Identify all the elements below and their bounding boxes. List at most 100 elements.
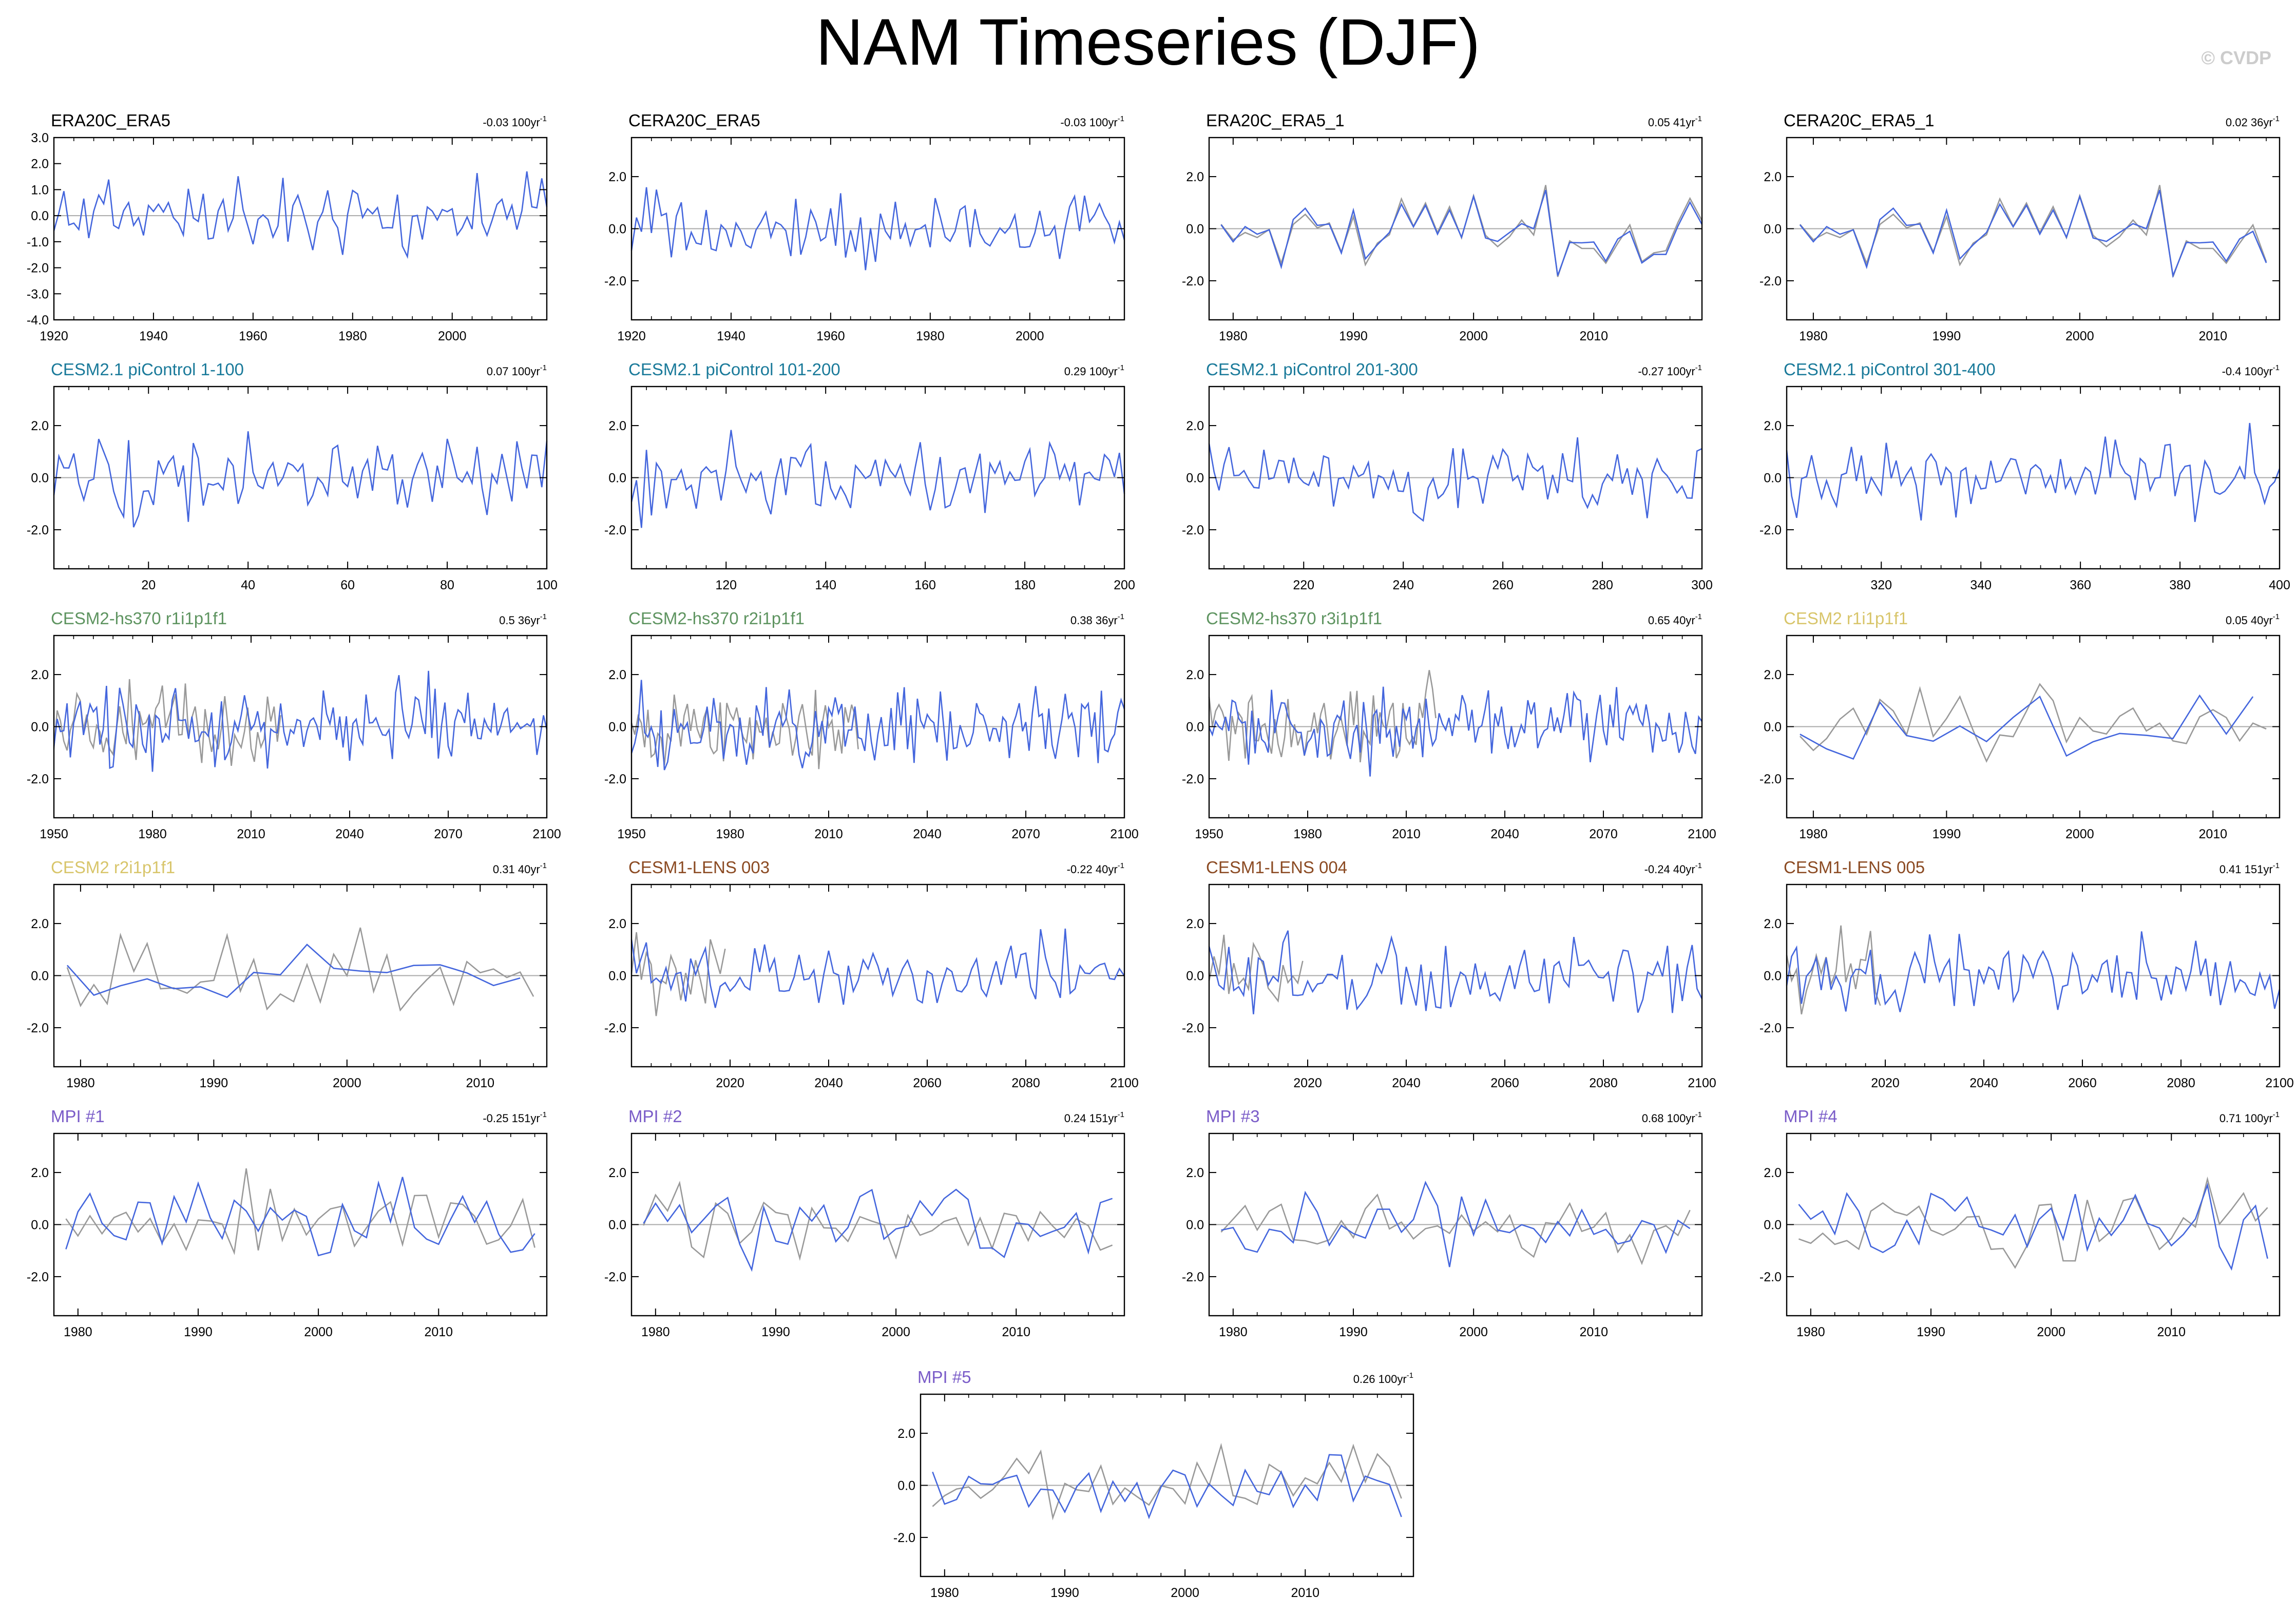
panel-trend: -0.03 100yr-1 [483, 114, 547, 129]
credit-label: © CVDP [2201, 47, 2271, 68]
y-tick-label: -2.0 [1759, 1021, 1782, 1035]
panel-19: MPI #3 0.68 100yr-1 -2.0 0.0 2.0 1980 1990 2000… [1182, 1107, 1703, 1339]
panel-title: MPI #3 [1206, 1107, 1260, 1126]
x-tick-label: 2070 [434, 827, 463, 841]
x-tick-label: 140 [815, 578, 836, 592]
panel-trend-unit-exponent: -1 [1695, 363, 1702, 372]
x-tick-label: 1990 [1050, 1586, 1079, 1600]
y-tick-label: 2.0 [1186, 419, 1204, 433]
x-tick-label: 120 [715, 578, 737, 592]
x-tick-label: 1980 [1293, 827, 1322, 841]
obs-series-line [643, 1181, 1113, 1261]
y-tick-label: 2.0 [608, 668, 626, 682]
obs-series-line [65, 1168, 535, 1256]
panel-17: MPI #1 -0.25 151yr-1 -2.0 0.0 2.0 1980 1990 200… [27, 1107, 548, 1339]
panel-trend-unit-exponent: -1 [1118, 612, 1124, 621]
model-series-line [630, 928, 1125, 1008]
y-tick-label: 2.0 [1186, 170, 1204, 184]
panel-trend: -0.24 40yr-1 [1644, 861, 1702, 876]
model-series-line [630, 680, 1125, 771]
panel-trend: 0.5 36yr-1 [499, 612, 547, 627]
obs-series-line [630, 689, 859, 769]
panel-trend-unit-exponent: -1 [1407, 1371, 1413, 1380]
model-series-line [53, 431, 548, 528]
y-tick-label: 0.0 [1186, 1218, 1204, 1233]
x-tick-label: 2010 [466, 1076, 494, 1090]
x-tick-label: 2010 [237, 827, 265, 841]
panel-trend: 0.38 36yr-1 [1070, 612, 1124, 627]
y-tick-label: 0.0 [1764, 969, 1782, 984]
y-tick-label: -2.0 [1182, 274, 1204, 288]
y-tick-label: -2.0 [1182, 1021, 1204, 1035]
x-tick-label: 2070 [1011, 827, 1040, 841]
panel-title: CESM1-LENS 004 [1206, 858, 1347, 877]
y-tick-label: 2.0 [1764, 1166, 1782, 1180]
panel-11: CESM2-hs370 r3i1p1f1 0.65 40yr-1 -2.0 0.0 2.… [1182, 609, 1716, 841]
y-tick-label: 0.0 [1764, 720, 1782, 735]
x-tick-label: 2000 [333, 1076, 361, 1090]
y-tick-label: 0.0 [31, 1218, 49, 1233]
y-tick-label: 0.0 [608, 1218, 626, 1233]
y-tick-label: -2.0 [1182, 772, 1204, 786]
x-tick-label: 1950 [617, 827, 646, 841]
x-tick-label: 2040 [1392, 1076, 1421, 1090]
y-tick-label: 2.0 [1764, 668, 1782, 682]
x-tick-label: 100 [536, 578, 558, 592]
y-tick-label: 0.0 [31, 969, 49, 984]
y-tick-label: 0.0 [1186, 969, 1204, 984]
panel-trend-unit-exponent: -1 [540, 861, 547, 870]
y-tick-label: -2.0 [27, 1270, 49, 1284]
x-tick-label: 2010 [1291, 1586, 1319, 1600]
y-tick-label: 0.0 [1764, 1218, 1782, 1233]
x-tick-label: 2000 [882, 1325, 910, 1339]
panel-trend: 0.71 100yr-1 [2220, 1110, 2280, 1125]
y-tick-label: 0.0 [608, 969, 626, 984]
panel-21: MPI #5 0.26 100yr-1 -2.0 0.0 2.0 1980 1990 2000… [893, 1368, 1414, 1600]
obs-series-line [66, 927, 534, 1012]
model-series-line [1208, 437, 1702, 522]
x-tick-label: 2100 [1688, 827, 1716, 841]
panel-trend: 0.26 100yr-1 [1353, 1371, 1413, 1386]
panel-trend-unit-exponent: -1 [1695, 861, 1702, 870]
y-tick-label: -2.0 [27, 1021, 49, 1035]
panel-trend-unit-exponent: -1 [1118, 1110, 1124, 1119]
panel-trend-unit-exponent: -1 [1695, 612, 1702, 621]
x-tick-label: 2000 [1459, 1325, 1488, 1339]
panel-title: MPI #5 [917, 1368, 971, 1387]
y-tick-label: 2.0 [608, 170, 626, 184]
panel-trend: -0.03 100yr-1 [1060, 114, 1124, 129]
panel-frame [53, 137, 548, 321]
model-series-line [643, 1188, 1113, 1272]
y-tick-label: 2.0 [1764, 419, 1782, 433]
y-tick-label: 1.0 [31, 183, 49, 197]
y-tick-label: 2.0 [1186, 917, 1204, 931]
x-tick-label: 280 [1592, 578, 1613, 592]
x-tick-label: 2010 [2198, 827, 2227, 841]
x-tick-label: 1980 [930, 1586, 959, 1600]
y-tick-label: -2.0 [1759, 772, 1782, 786]
model-series-line [1800, 694, 2254, 760]
panel-13: CESM2 r2i1p1f1 0.31 40yr-1 -2.0 0.0 2.0 1980 1… [27, 858, 548, 1090]
x-tick-label: 2000 [1459, 329, 1488, 343]
panel-title: CESM1-LENS 003 [628, 858, 770, 877]
y-tick-label: -2.0 [604, 523, 626, 537]
y-tick-label: 0.0 [897, 1479, 915, 1493]
y-tick-label: -2.0 [893, 1531, 915, 1545]
panel-trend-unit-exponent: -1 [2273, 363, 2280, 372]
x-tick-label: 2000 [2065, 329, 2094, 343]
y-tick-label: -4.0 [27, 313, 49, 328]
obs-series-line [1799, 185, 2267, 277]
y-tick-label: 0.0 [1764, 222, 1782, 237]
y-tick-label: 0.0 [1186, 720, 1204, 735]
x-tick-label: 2100 [1110, 827, 1139, 841]
x-tick-label: 1980 [66, 1076, 95, 1090]
model-series-line [53, 670, 548, 772]
panel-title: CESM2 r2i1p1f1 [51, 858, 175, 877]
panel-trend: -0.22 40yr-1 [1067, 861, 1124, 876]
panel-trend: 0.02 36yr-1 [2226, 114, 2280, 129]
panel-title: CERA20C_ERA5_1 [1784, 111, 1935, 130]
x-tick-label: 1990 [1339, 329, 1368, 343]
x-tick-label: 1990 [1917, 1325, 1945, 1339]
y-tick-label: 2.0 [608, 917, 626, 931]
panel-trend: 0.29 100yr-1 [1064, 363, 1124, 378]
